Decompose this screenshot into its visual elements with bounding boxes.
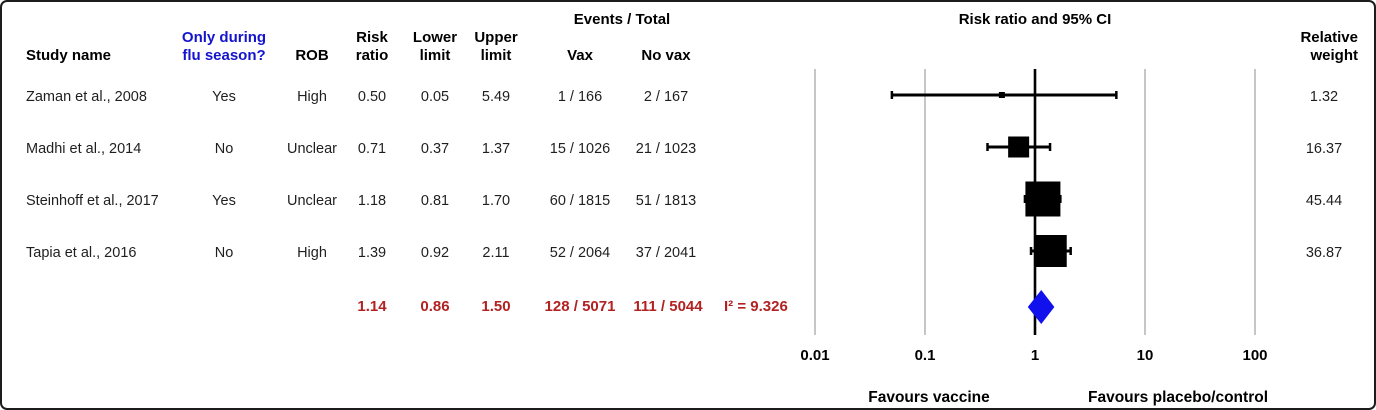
header-rob: ROB [295, 47, 329, 64]
cell-weight: 45.44 [1305, 193, 1343, 209]
cell-rr: 0.71 [357, 141, 387, 157]
cell-rob: Unclear [287, 193, 337, 209]
cell-novax: 51 / 1813 [635, 193, 697, 209]
cell-flu: No [214, 141, 234, 157]
header-flu-season-line2: flu season? [182, 47, 266, 64]
point-estimate-square [998, 92, 1005, 98]
forest-plot-canvas [814, 69, 1256, 335]
header-vax: Vax [567, 47, 593, 64]
favours-left-label: Favours vaccine [868, 389, 990, 406]
cell-weight: 36.87 [1305, 245, 1343, 261]
header-events-total: Events / Total [573, 11, 671, 28]
summary-upper-limit: 1.50 [481, 298, 511, 315]
point-estimate-square [1034, 235, 1067, 267]
cell-study: Steinhoff et al., 2017 [26, 193, 159, 209]
x-tick-0.01: 0.01 [800, 347, 830, 364]
cell-study: Zaman et al., 2008 [26, 89, 147, 105]
cell-lower: 0.92 [420, 245, 450, 261]
summary-heterogeneity-i2: I² = 9.326 [724, 298, 788, 315]
header-study-name: Study name [26, 47, 112, 64]
header-no-vax: No vax [641, 47, 691, 64]
cell-study: Tapia et al., 2016 [26, 245, 137, 261]
header-lower-limit-line2: limit [419, 47, 451, 64]
cell-flu: Yes [212, 193, 236, 209]
cell-rob: High [297, 245, 327, 261]
cell-novax: 21 / 1023 [635, 141, 697, 157]
cell-weight: 16.37 [1305, 141, 1343, 157]
summary-diamond [1027, 290, 1055, 324]
header-relative-weight-line2: weight [1310, 47, 1359, 64]
cell-rob: High [297, 89, 327, 105]
cell-upper: 2.11 [482, 245, 510, 261]
cell-upper: 5.49 [481, 89, 511, 105]
cell-vax: 52 / 2064 [549, 245, 611, 261]
plot-title: Risk ratio and 95% CI [958, 11, 1112, 28]
point-estimate-square [1025, 181, 1061, 217]
x-tick-1: 1 [1030, 347, 1040, 364]
cell-upper: 1.37 [481, 141, 511, 157]
cell-vax: 1 / 166 [557, 89, 603, 105]
cell-upper: 1.70 [481, 193, 511, 209]
header-relative-weight-line1: Relative [1300, 29, 1358, 46]
summary-events-novax: 111 / 5044 [633, 298, 703, 315]
cell-lower: 0.37 [420, 141, 450, 157]
x-tick-100: 100 [1242, 347, 1268, 364]
cell-rr: 1.39 [357, 245, 387, 261]
cell-novax: 2 / 167 [643, 89, 689, 105]
cell-rr: 0.50 [357, 89, 387, 105]
cell-lower: 0.05 [420, 89, 450, 105]
header-lower-limit-line1: Lower [412, 29, 458, 46]
x-tick-0.1: 0.1 [914, 347, 936, 364]
cell-flu: Yes [212, 89, 236, 105]
header-upper-limit-line1: Upper [474, 29, 518, 46]
point-estimate-square [1008, 136, 1030, 158]
favours-right-label: Favours placebo/control [1087, 389, 1269, 406]
header-risk-ratio-line1: Risk [356, 29, 388, 46]
header-risk-ratio-line2: ratio [355, 47, 389, 64]
cell-flu: No [214, 245, 234, 261]
summary-events-vax: 128 / 5071 [544, 298, 616, 315]
header-upper-limit-line2: limit [480, 47, 512, 64]
header-flu-season-line1: Only during [181, 29, 267, 46]
cell-rob: Unclear [287, 141, 337, 157]
cell-study: Madhi et al., 2014 [26, 141, 142, 157]
cell-weight: 1.32 [1309, 89, 1339, 105]
summary-lower-limit: 0.86 [420, 298, 450, 315]
cell-vax: 60 / 1815 [549, 193, 611, 209]
cell-vax: 15 / 1026 [549, 141, 611, 157]
cell-novax: 37 / 2041 [635, 245, 697, 261]
x-tick-10: 10 [1136, 347, 1154, 364]
cell-rr: 1.18 [357, 193, 387, 209]
cell-lower: 0.81 [420, 193, 450, 209]
summary-risk-ratio: 1.14 [357, 298, 387, 315]
